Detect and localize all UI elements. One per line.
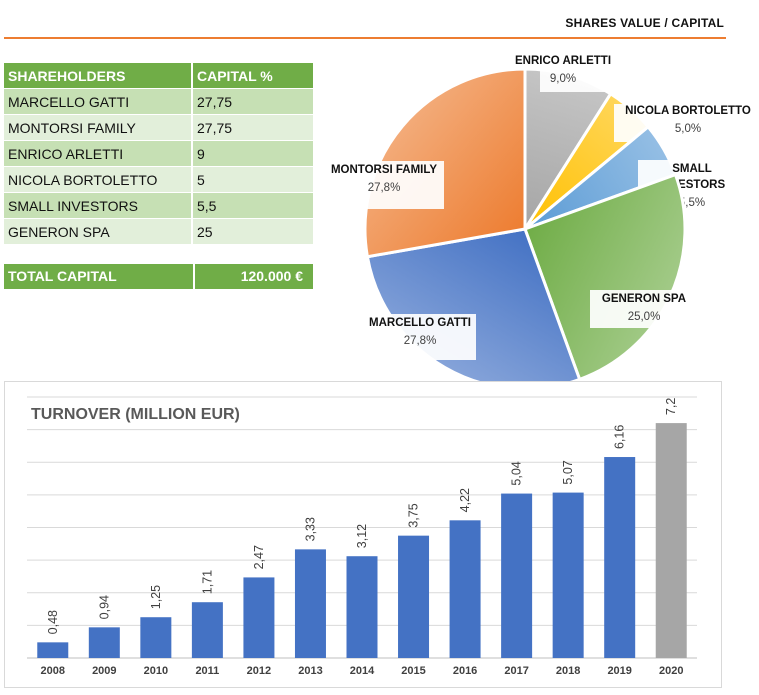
bar-data-label: 3,33 xyxy=(303,517,317,541)
bar-data-label: 7,2 xyxy=(664,398,678,415)
x-tick-label: 2017 xyxy=(504,665,528,677)
table-row: MONTORSI FAMILY 27,75 xyxy=(4,114,313,141)
x-tick-label: 2012 xyxy=(247,665,271,677)
pie-label-value: 27,8% xyxy=(404,335,437,347)
table-header-row: SHAREHOLDERS CAPITAL % xyxy=(4,63,313,89)
pie-label-name: GENERON SPA xyxy=(602,293,686,305)
bar-data-label: 4,22 xyxy=(458,488,472,512)
x-tick-label: 2015 xyxy=(401,665,425,677)
header-capital: CAPITAL % xyxy=(192,63,313,89)
x-tick-label: 2016 xyxy=(453,665,477,677)
bar-2015 xyxy=(398,535,430,658)
shareholder-name: MARCELLO GATTI xyxy=(4,88,193,115)
bar-2008 xyxy=(37,642,69,658)
table-row: MARCELLO GATTI 27,75 xyxy=(4,88,313,115)
pie-label-value: 5,5% xyxy=(679,197,705,209)
pie-label-value: 25,0% xyxy=(628,311,661,323)
header-divider xyxy=(4,37,726,39)
pie-label-name: ENRICO ARLETTI xyxy=(515,55,611,67)
bar-data-label: 3,12 xyxy=(355,524,369,548)
bar-2009 xyxy=(88,627,120,658)
bar-2020 xyxy=(655,423,687,658)
shareholder-name: ENRICO ARLETTI xyxy=(4,140,193,167)
pie-label-background xyxy=(328,161,444,209)
table-row: SMALL INVESTORS 5,5 xyxy=(4,192,313,219)
pie-slice-montorsi-family xyxy=(363,67,527,259)
pie-label-value: 9,0% xyxy=(550,73,576,85)
turnover-bar-chart: 0,48 2008 0,94 2009 1,25 2010 1,71 2011 2,47 2012… xyxy=(27,396,697,677)
bar-2014 xyxy=(346,556,378,658)
capital-percent: 5,5 xyxy=(192,192,313,219)
bar-2013 xyxy=(294,549,326,658)
shareholder-name: SMALL INVESTORS xyxy=(4,192,193,219)
pie-label-name: MONTORSI FAMILY xyxy=(331,164,437,176)
shareholders-table: SHAREHOLDERS CAPITAL % MARCELLO GATTI 27… xyxy=(4,63,313,244)
capital-percent: 5 xyxy=(192,166,313,193)
bar-data-label: 2,47 xyxy=(252,545,266,569)
bar-data-label: 1,25 xyxy=(149,585,163,609)
x-tick-label: 2018 xyxy=(556,665,580,677)
bar-data-label: 5,07 xyxy=(561,460,575,484)
total-capital-row: TOTAL CAPITAL 120.000 € xyxy=(4,264,313,289)
bar-data-label: 3,75 xyxy=(407,503,421,527)
bar-2016 xyxy=(449,520,481,658)
turnover-chart-title: TURNOVER (MILLION EUR) xyxy=(31,406,240,423)
capital-percent: 9 xyxy=(192,140,313,167)
bar-2018 xyxy=(552,492,584,658)
pie-label-value: 5,0% xyxy=(675,123,701,135)
bar-data-label: 0,94 xyxy=(97,595,111,619)
pie-label-value: 27,8% xyxy=(368,182,401,194)
header-shareholders: SHAREHOLDERS xyxy=(4,63,193,89)
shares-pie-chart: ENRICO ARLETTI 9,0% NICOLA BORTOLETTO 5,0% S… xyxy=(328,54,754,390)
x-tick-label: 2008 xyxy=(41,665,65,677)
x-tick-label: 2014 xyxy=(350,665,375,677)
total-capital-value: 120.000 € xyxy=(240,268,303,284)
bar-data-label: 0,48 xyxy=(46,610,60,634)
table-row: GENERON SPA 25 xyxy=(4,218,313,244)
pie-label-background xyxy=(540,54,634,92)
x-tick-label: 2010 xyxy=(144,665,168,677)
bar-2019 xyxy=(604,457,636,658)
bar-2010 xyxy=(140,617,172,658)
total-capital-label: TOTAL CAPITAL xyxy=(4,264,195,289)
x-tick-label: 2020 xyxy=(659,665,683,677)
bar-2011 xyxy=(191,602,223,658)
capital-percent: 27,75 xyxy=(192,114,313,141)
pie-label-name: MARCELLO GATTI xyxy=(369,317,471,329)
table-row: NICOLA BORTOLETTO 5 xyxy=(4,166,313,193)
pie-label-name: SMALL xyxy=(672,163,712,175)
capital-percent: 27,75 xyxy=(192,88,313,115)
page-title: SHARES VALUE / CAPITAL xyxy=(565,16,724,30)
bar-2012 xyxy=(243,577,275,658)
bar-data-label: 6,16 xyxy=(613,425,627,449)
bar-data-label: 5,04 xyxy=(510,461,524,485)
capital-percent: 25 xyxy=(192,218,313,244)
shareholder-name: NICOLA BORTOLETTO xyxy=(4,166,193,193)
bar-2017 xyxy=(501,493,533,658)
x-tick-label: 2011 xyxy=(195,665,219,677)
shareholder-name: GENERON SPA xyxy=(4,218,193,244)
x-tick-label: 2019 xyxy=(607,665,631,677)
shareholder-name: MONTORSI FAMILY xyxy=(4,114,193,141)
bar-data-label: 1,71 xyxy=(200,570,214,594)
x-tick-label: 2013 xyxy=(298,665,322,677)
pie-label-background xyxy=(590,290,698,328)
pie-label-background xyxy=(368,314,476,360)
table-row: ENRICO ARLETTI 9 xyxy=(4,140,313,167)
x-tick-label: 2009 xyxy=(92,665,116,677)
pie-label-name: NICOLA BORTOLETTO xyxy=(625,105,751,117)
